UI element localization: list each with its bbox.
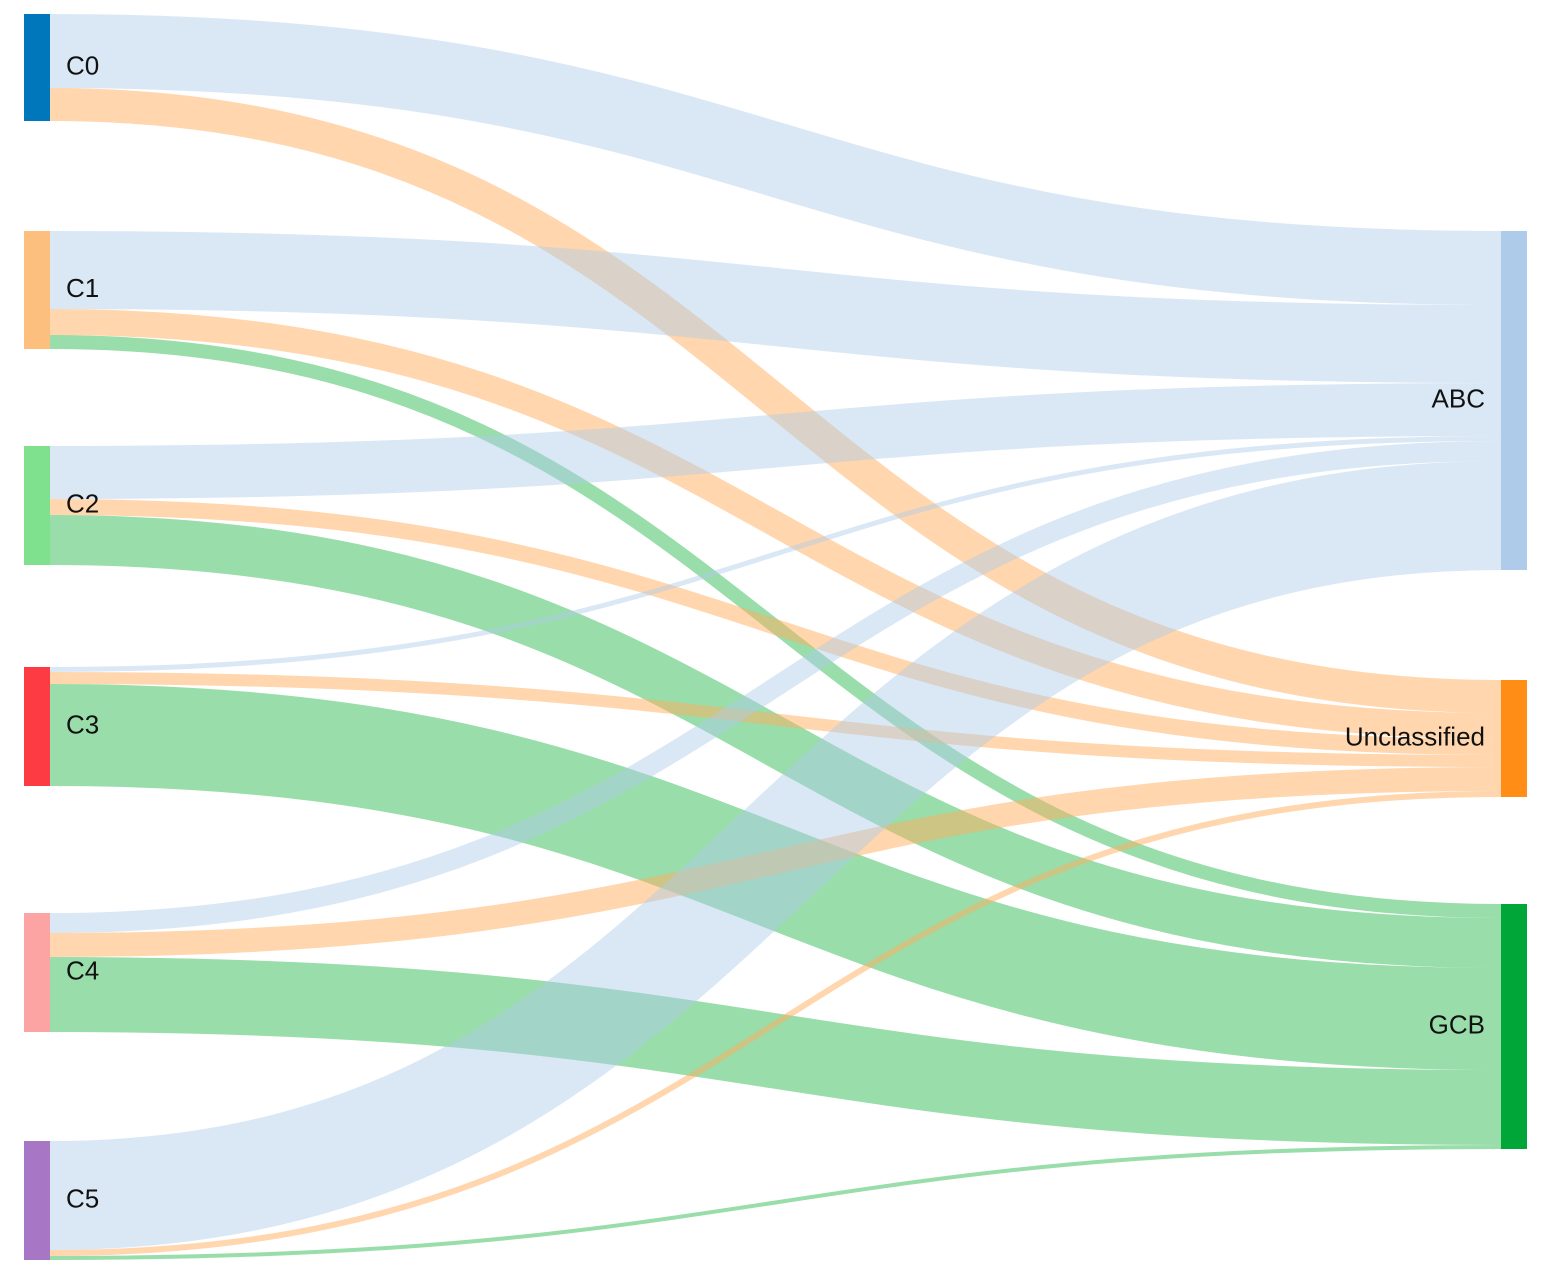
- node-gcb: [1501, 904, 1527, 1149]
- sankey-links: [49, 14, 1502, 1260]
- link-c0-to-abc: [49, 14, 1502, 305]
- link-c5-to-gcb: [49, 1145, 1502, 1260]
- link-c4-to-gcb: [49, 957, 1502, 1145]
- node-label-gcb: GCB: [1429, 1009, 1485, 1039]
- node-c0: [24, 14, 50, 121]
- node-label-c1: C1: [66, 273, 99, 303]
- link-c1-to-unclassified: [49, 309, 1502, 739]
- node-label-c4: C4: [66, 955, 99, 985]
- link-c5-to-unclassified: [49, 791, 1502, 1256]
- link-c3-to-gcb: [49, 684, 1502, 1070]
- link-c2-to-abc: [49, 383, 1502, 499]
- link-c3-to-abc: [49, 436, 1502, 672]
- link-c5-to-abc: [49, 461, 1502, 1250]
- node-label-c0: C0: [66, 50, 99, 80]
- link-c4-to-unclassified: [49, 767, 1502, 957]
- node-label-unclassified: Unclassified: [1345, 721, 1485, 751]
- node-abc: [1501, 231, 1527, 570]
- node-c1: [24, 231, 50, 349]
- link-c2-to-unclassified: [49, 499, 1502, 755]
- node-c4: [24, 913, 50, 1032]
- node-c2: [24, 446, 50, 565]
- link-c2-to-gcb: [49, 515, 1502, 968]
- node-label-c3: C3: [66, 709, 99, 739]
- link-c1-to-abc: [49, 231, 1502, 383]
- link-c4-to-abc: [49, 441, 1502, 933]
- link-c0-to-unclassified: [49, 88, 1502, 713]
- node-c5: [24, 1141, 50, 1260]
- link-c3-to-unclassified: [49, 672, 1502, 767]
- node-c3: [24, 667, 50, 786]
- sankey-nodes: [24, 14, 1527, 1260]
- sankey-labels: C0 C1 C2 C3 C4 C5 ABC Unclassified GCB: [66, 50, 1485, 1213]
- node-label-c2: C2: [66, 488, 99, 518]
- node-unclassified: [1501, 680, 1527, 797]
- node-label-c5: C5: [66, 1183, 99, 1213]
- node-label-abc: ABC: [1432, 383, 1485, 413]
